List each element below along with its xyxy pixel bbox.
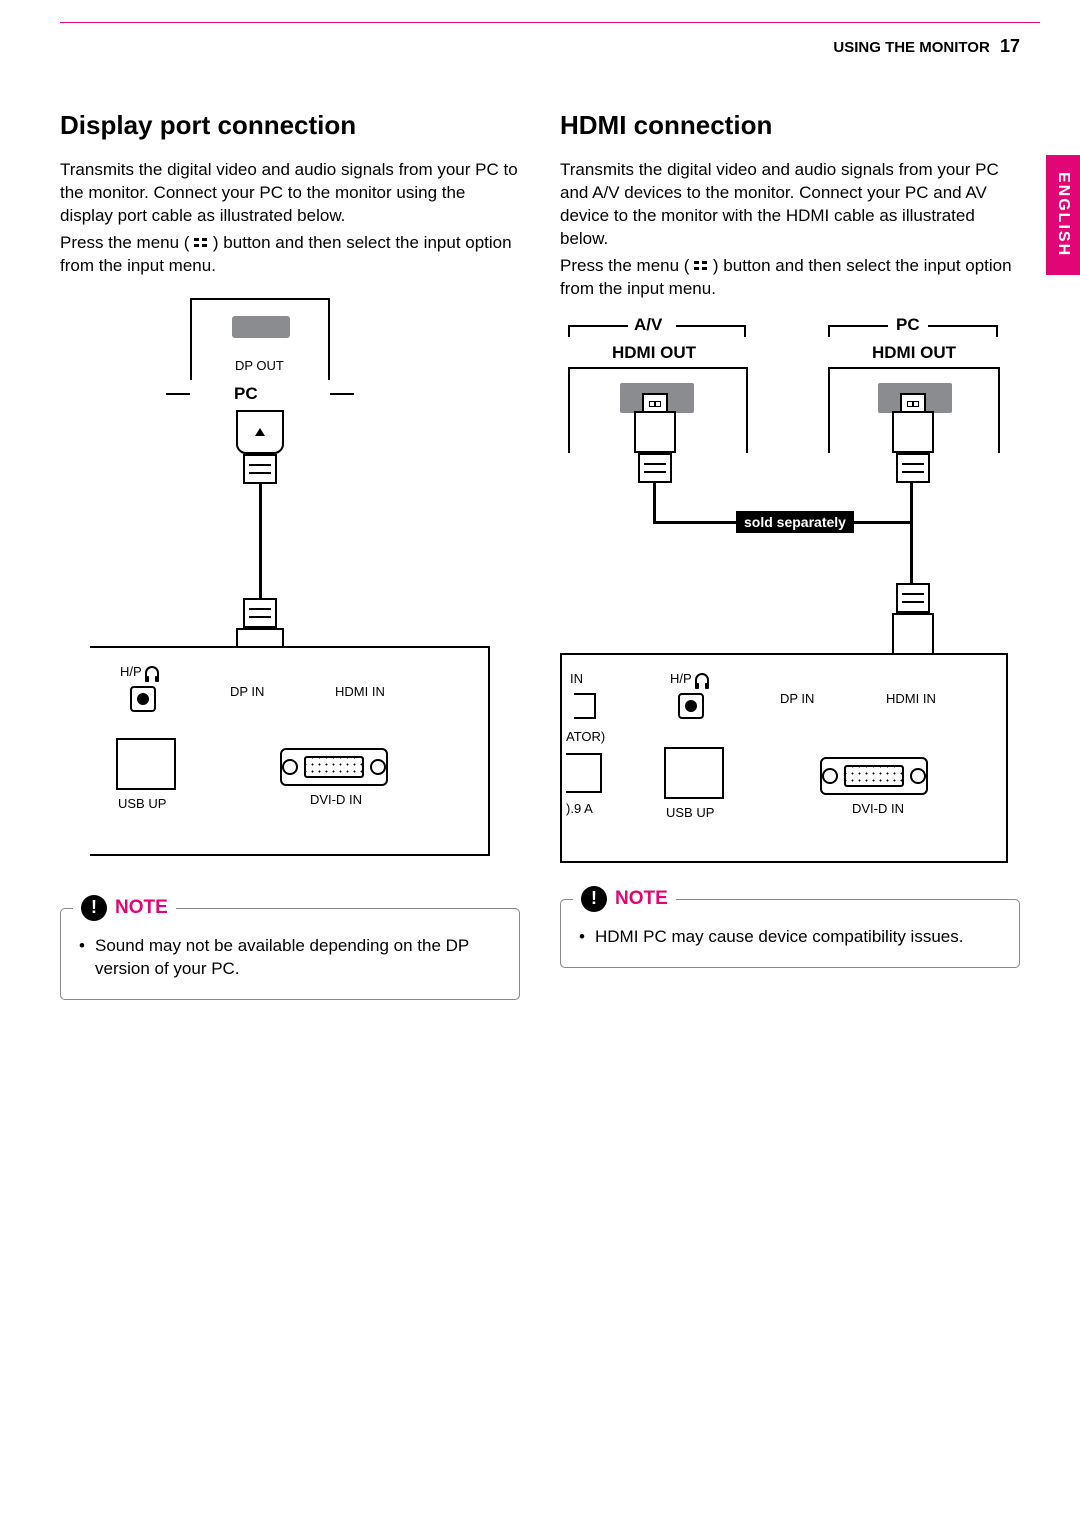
hdmi-note-header: ! NOTE <box>573 886 676 912</box>
hdmi-diagram: A/V PC HDMI OUT HDMI OUT <box>560 315 1020 875</box>
av-br-l <box>568 325 628 327</box>
dp-out-slot <box>232 316 290 338</box>
pc-label: PC <box>234 384 258 404</box>
menu-icon <box>194 238 208 248</box>
page-header: USING THE MONITOR 17 <box>833 36 1020 57</box>
right-column: HDMI connection Transmits the digital vi… <box>560 110 1020 1000</box>
hdmi-p2a: Press the menu ( <box>560 256 689 275</box>
hp-jack-r <box>678 693 704 719</box>
dp-paragraph-2: Press the menu ( ) button and then selec… <box>60 232 520 278</box>
top-rule <box>60 22 1040 23</box>
dp-plug-top <box>236 410 284 454</box>
hdmi-title: HDMI connection <box>560 110 1020 141</box>
hdmi-out-label-1: HDMI OUT <box>612 343 696 363</box>
dvi-port <box>280 748 388 786</box>
c3 <box>910 483 913 583</box>
pc-br-r <box>928 325 998 327</box>
usb-label: USB UP <box>118 796 166 811</box>
hp-label: H/P <box>120 664 159 679</box>
headphone-icon <box>145 666 159 678</box>
hdmi-body-2 <box>892 411 934 453</box>
hdmi-clamp-3 <box>896 583 930 613</box>
dvi-label-r: DVI-D IN <box>852 801 904 816</box>
dp-note-item: Sound may not be available depending on … <box>79 935 501 981</box>
frag-port <box>574 693 596 719</box>
page-number: 17 <box>1000 36 1020 56</box>
pc-label-r: PC <box>896 315 920 335</box>
dp-paragraph-1: Transmits the digital video and audio si… <box>60 159 520 228</box>
hp-jack <box>130 686 156 712</box>
headphone-icon <box>695 673 709 685</box>
hdmi-tip-1 <box>642 393 668 413</box>
hdmi-tip-2 <box>900 393 926 413</box>
av-br-vr <box>744 327 746 337</box>
c1 <box>653 483 656 523</box>
sold-separately-badge: sold separately <box>736 511 854 533</box>
monitor-panel-r <box>560 653 1008 863</box>
dvi-port-r <box>820 757 928 795</box>
dp-in-label: DP IN <box>230 684 264 699</box>
hdmi-note-box: ! NOTE HDMI PC may cause device compatib… <box>560 899 1020 968</box>
hdmi-paragraph-1: Transmits the digital video and audio si… <box>560 159 1020 251</box>
dp-title: Display port connection <box>60 110 520 141</box>
pc-bracket-r <box>330 393 354 395</box>
dp-note-title: NOTE <box>115 897 168 919</box>
note-icon: ! <box>581 886 607 912</box>
hdmiin-label-r: HDMI IN <box>886 691 936 706</box>
av-br-r <box>676 325 746 327</box>
hdmi-out-label-2: HDMI OUT <box>872 343 956 363</box>
hdmi-note-item: HDMI PC may cause device compatibility i… <box>579 926 1001 949</box>
av-br-vl <box>568 327 570 337</box>
ator-frag: ATOR) <box>566 729 605 744</box>
hdmi-in-label: HDMI IN <box>335 684 385 699</box>
hdmi-paragraph-2: Press the menu ( ) button and then selec… <box>560 255 1020 301</box>
hdmi-note-title: NOTE <box>615 888 668 910</box>
pc-bracket-l <box>166 393 190 395</box>
dp-out-label: DP OUT <box>235 358 284 373</box>
dvi-label: DVI-D IN <box>310 792 362 807</box>
hdmi-clamp-2 <box>896 453 930 483</box>
usb-box-r <box>664 747 724 799</box>
in-frag: IN <box>570 671 583 686</box>
note-icon: ! <box>81 895 107 921</box>
av-label: A/V <box>634 315 662 335</box>
hp-label-r: H/P <box>670 671 709 686</box>
left-column: Display port connection Transmits the di… <box>60 110 520 1000</box>
usb-label-r: USB UP <box>666 805 714 820</box>
dp-cable <box>259 484 262 598</box>
dp-clamp-bottom <box>243 598 277 628</box>
pc-br-l <box>828 325 888 327</box>
language-label: ENGLISH <box>1054 172 1072 257</box>
usb-box <box>116 738 176 790</box>
pc-br-vl <box>828 327 830 337</box>
dp-diagram: DP OUT PC H/P DP IN HDMI IN <box>60 298 520 868</box>
menu-icon <box>694 261 708 271</box>
hdmi-body-1 <box>634 411 676 453</box>
hdmi-body-3 <box>892 613 934 655</box>
dp-p2a: Press the menu ( <box>60 233 189 252</box>
dp-clamp-top <box>243 454 277 484</box>
amp-frag: ).9 A <box>566 801 593 816</box>
dp-note-header: ! NOTE <box>73 895 176 921</box>
section-title: USING THE MONITOR <box>833 39 989 56</box>
hdmi-clamp-1 <box>638 453 672 483</box>
pc-br-vr <box>996 327 998 337</box>
language-tab: ENGLISH <box>1046 155 1080 275</box>
dp-note-box: ! NOTE Sound may not be available depend… <box>60 908 520 1000</box>
dpin-label-r: DP IN <box>780 691 814 706</box>
frag-box <box>566 753 602 793</box>
